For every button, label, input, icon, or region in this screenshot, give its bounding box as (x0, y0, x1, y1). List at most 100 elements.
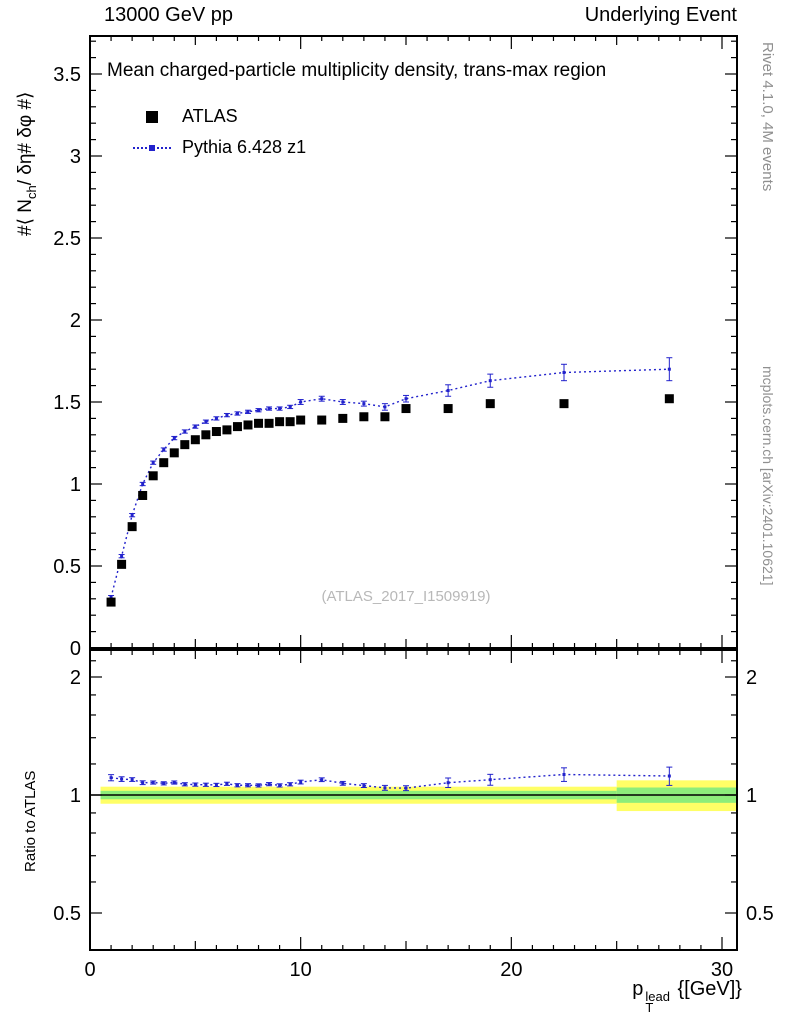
ratio-marker (257, 783, 261, 787)
atlas-marker (296, 415, 306, 425)
ratio-y-tick-label: 0.5 (53, 903, 81, 925)
x-axis-label: p lead T {[GeV]} (632, 978, 742, 1015)
ratio-marker (446, 781, 450, 785)
ratio-y-axis-label: Ratio to ATLAS (22, 770, 39, 872)
ratio-y-tick-label: 1 (70, 785, 81, 807)
atlas-marker (380, 412, 390, 422)
ratio-marker (341, 781, 345, 785)
atlas-marker (106, 597, 116, 607)
atlas-marker (443, 404, 453, 414)
pythia-marker (162, 448, 166, 452)
ratio-marker (278, 783, 282, 787)
y-tick-label: 0.5 (53, 556, 81, 578)
ratio-marker (383, 786, 387, 790)
pythia-marker (172, 436, 176, 440)
pythia-marker (246, 410, 250, 414)
main-frame (89, 35, 738, 649)
pythia-marker (288, 405, 292, 409)
plot-title: Mean charged-particle multiplicity densi… (107, 60, 607, 81)
atlas-marker (211, 427, 221, 437)
pythia-marker (562, 370, 566, 374)
legend-label-pythia: Pythia 6.428 z1 (182, 137, 307, 157)
y-tick-label: 2.5 (53, 228, 81, 250)
atlas-marker (317, 415, 327, 425)
ratio-marker (214, 783, 218, 787)
x-tick-label: 30 (711, 959, 733, 981)
x-tick-label: 20 (500, 959, 522, 981)
mcplots-credit: mcplots.cern.ch [arXiv:2401.10621] (760, 366, 776, 586)
atlas-marker (359, 412, 369, 422)
y-tick-label: 1 (70, 474, 81, 496)
y-tick-label: 3 (70, 146, 81, 168)
ratio-marker (320, 778, 324, 782)
y-tick-label: 0 (70, 638, 81, 660)
ratio-marker (162, 781, 166, 785)
y-axis-label: #⟨ Nch/ δη# δφ #⟩ (15, 91, 39, 236)
ratio-y-tick-label: 2 (746, 667, 757, 689)
pythia-marker (183, 430, 187, 434)
pythia-marker (225, 413, 229, 417)
pythia-marker (109, 595, 113, 599)
legend-entry-atlas: ATLAS (130, 101, 306, 132)
pythia-marker (320, 397, 324, 401)
atlas-marker (159, 458, 169, 468)
ratio-y-tick-label: 1 (746, 785, 757, 807)
atlas-marker (485, 399, 495, 409)
atlas-marker (401, 404, 411, 414)
atlas-marker (190, 435, 200, 445)
ratio-marker (225, 782, 229, 786)
pythia-marker (130, 513, 134, 517)
ratio-marker (141, 781, 145, 785)
atlas-marker-icon (130, 110, 174, 123)
ratio-marker (235, 783, 239, 787)
atlas-marker (243, 420, 253, 430)
pythia-marker (204, 420, 208, 424)
pythia-marker (446, 389, 450, 393)
header-analysis-group: Underlying Event (584, 4, 737, 26)
ratio-frame (89, 649, 738, 951)
pythia-marker (257, 408, 261, 412)
atlas-marker (254, 418, 264, 428)
atlas-marker (138, 490, 148, 500)
ratio-marker (246, 783, 250, 787)
atlas-marker (232, 422, 242, 432)
legend-label-atlas: ATLAS (182, 106, 238, 126)
atlas-marker (148, 471, 158, 481)
pythia-marker (362, 402, 366, 406)
pythia-marker (235, 411, 239, 415)
pythia-marker (278, 407, 282, 411)
pythia-marker (214, 416, 218, 420)
ratio-marker (299, 780, 303, 784)
analysis-id-watermark: (ATLAS_2017_I1509919) (321, 588, 491, 605)
atlas-marker (275, 417, 285, 427)
ratio-marker (204, 783, 208, 787)
atlas-marker (201, 430, 211, 440)
rivet-version-credit: Rivet 4.1.0, 4M events (759, 42, 776, 192)
x-tick-label: 0 (84, 959, 95, 981)
pythia-marker (299, 400, 303, 404)
ratio-marker (404, 786, 408, 790)
pythia-marker (120, 554, 124, 558)
atlas-marker (222, 425, 232, 435)
pythia-line-icon (130, 144, 174, 151)
ratio-y-tick-label: 2 (70, 667, 81, 689)
legend-entry-pythia: Pythia 6.428 z1 (130, 132, 306, 163)
pythia-marker (383, 405, 387, 409)
ratio-marker (267, 782, 271, 786)
ratio-marker (172, 781, 176, 785)
pythia-marker (341, 400, 345, 404)
ratio-marker (362, 784, 366, 788)
ratio-marker (488, 778, 492, 782)
ratio-marker (151, 781, 155, 785)
pythia-marker (193, 425, 197, 429)
pythia-marker (404, 397, 408, 401)
atlas-marker (127, 522, 137, 532)
pythia-marker (141, 482, 145, 486)
legend: ATLAS Pythia 6.428 z1 (130, 101, 306, 163)
ratio-marker (109, 776, 113, 780)
pythia-marker (667, 367, 671, 371)
ratio-marker (130, 778, 134, 782)
atlas-marker (338, 413, 348, 423)
ratio-marker (562, 772, 566, 776)
